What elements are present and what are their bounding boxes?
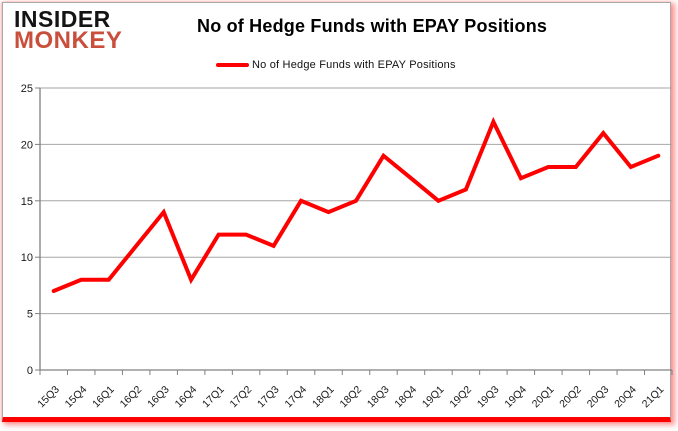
x-tick-label: 18Q4 [392,384,419,411]
x-tick-label: 21Q1 [640,384,667,411]
logo-insider-text: INSIDER [14,6,111,32]
y-tick-label: 15 [21,196,33,208]
logo-monkey-text: MONKEY [14,27,123,55]
x-tick-label: 18Q1 [310,384,337,411]
x-tick-label: 18Q3 [365,384,392,411]
chart-title: No of Hedge Funds with EPAY Positions [197,16,548,36]
x-tick-label: 16Q3 [145,384,172,411]
y-tick-label: 10 [21,252,33,264]
chart-legend: No of Hedge Funds with EPAY Positions [216,59,456,71]
x-tick-label: 15Q4 [63,384,90,411]
x-tick-label: 17Q4 [283,384,310,411]
x-tick-label: 16Q4 [173,384,200,411]
x-tick-label: 16Q2 [118,384,145,411]
y-tick-label: 20 [21,139,33,151]
x-tick-label: 17Q3 [255,384,282,411]
x-tick-label: 17Q1 [200,384,227,411]
x-tick-label: 19Q4 [502,384,529,411]
x-tick-label: 20Q3 [585,384,612,411]
y-tick-label: 25 [21,83,33,95]
x-tick-label: 16Q1 [90,384,117,411]
y-tick-label: 5 [27,309,33,321]
x-tick-label: 15Q3 [35,384,62,411]
x-tick-label: 19Q3 [475,384,502,411]
x-tick-label: 20Q2 [557,384,584,411]
x-tick-label: 18Q2 [337,384,364,411]
insider-monkey-logo: INSIDER MONKEY [14,6,123,55]
legend-label: No of Hedge Funds with EPAY Positions [252,59,456,71]
x-tick-label: 20Q1 [530,384,557,411]
legend-line-swatch [216,63,249,67]
data-line-series [51,116,661,293]
chart-card [2,2,671,422]
x-tick-label: 20Q4 [612,384,639,411]
x-tick-label: 19Q2 [447,384,474,411]
y-tick-label: 0 [27,365,33,377]
x-tick-label: 17Q2 [228,384,255,411]
x-tick-label: 19Q1 [420,384,447,411]
